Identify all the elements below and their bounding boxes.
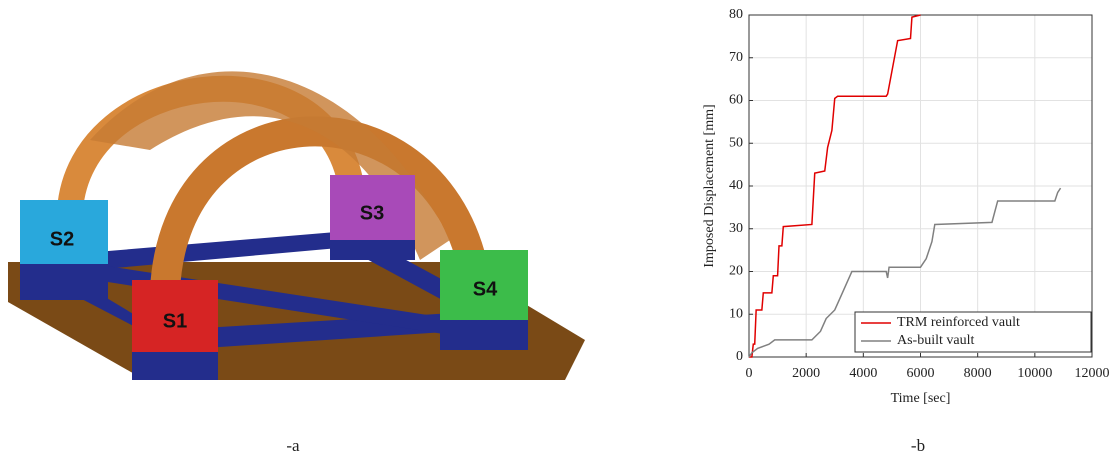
x-tick-label: 0 [746, 366, 753, 381]
support-label: S1 [163, 310, 187, 332]
series-line [749, 14, 921, 358]
support-base [440, 318, 528, 350]
support-block [132, 280, 218, 352]
vault-drawing: S1 S2 S3 S4 [8, 71, 585, 380]
y-tick-label: 80 [729, 7, 743, 22]
x-tick-label: 6000 [907, 366, 935, 381]
arch [150, 116, 485, 291]
frame-beam [60, 230, 372, 272]
support-label: S3 [360, 202, 384, 224]
x-tick-label: 4000 [849, 366, 877, 381]
support-base [132, 350, 218, 380]
legend-label: As-built vault [897, 333, 974, 348]
x-tick-label: 12000 [1075, 366, 1110, 381]
series-line [748, 187, 1062, 358]
legend-label: TRM reinforced vault [897, 315, 1020, 330]
support-block [440, 250, 528, 320]
y-tick-label: 0 [736, 349, 743, 364]
y-tick-label: 40 [729, 178, 743, 193]
caption: -a [286, 436, 300, 455]
support-label: S4 [473, 278, 498, 300]
support-label: S2 [50, 228, 74, 250]
y-axis-label: Imposed Displacement [mm] [702, 104, 717, 267]
y-tick-label: 30 [729, 221, 743, 236]
support-block [20, 200, 108, 264]
y-tick-label: 20 [729, 264, 743, 279]
plot: 0 10 20 30 40 50 60 70 80 0 2000 4000 6000 8000 10000 1… [702, 7, 1109, 406]
caption: -b [911, 436, 925, 455]
y-tick-label: 10 [729, 306, 743, 321]
x-tick-label: 2000 [792, 366, 820, 381]
x-tick-label: 8000 [964, 366, 992, 381]
vault-shell [90, 71, 450, 260]
y-tick-label: 70 [729, 50, 743, 65]
support-base [20, 262, 108, 300]
y-tick-label: 60 [729, 93, 743, 108]
x-tick-label: 10000 [1017, 366, 1052, 381]
x-axis-label: Time [sec] [891, 391, 951, 406]
legend-box [854, 311, 1092, 353]
y-tick-label: 50 [729, 135, 743, 150]
support-block [330, 175, 415, 240]
support-base [330, 238, 415, 260]
